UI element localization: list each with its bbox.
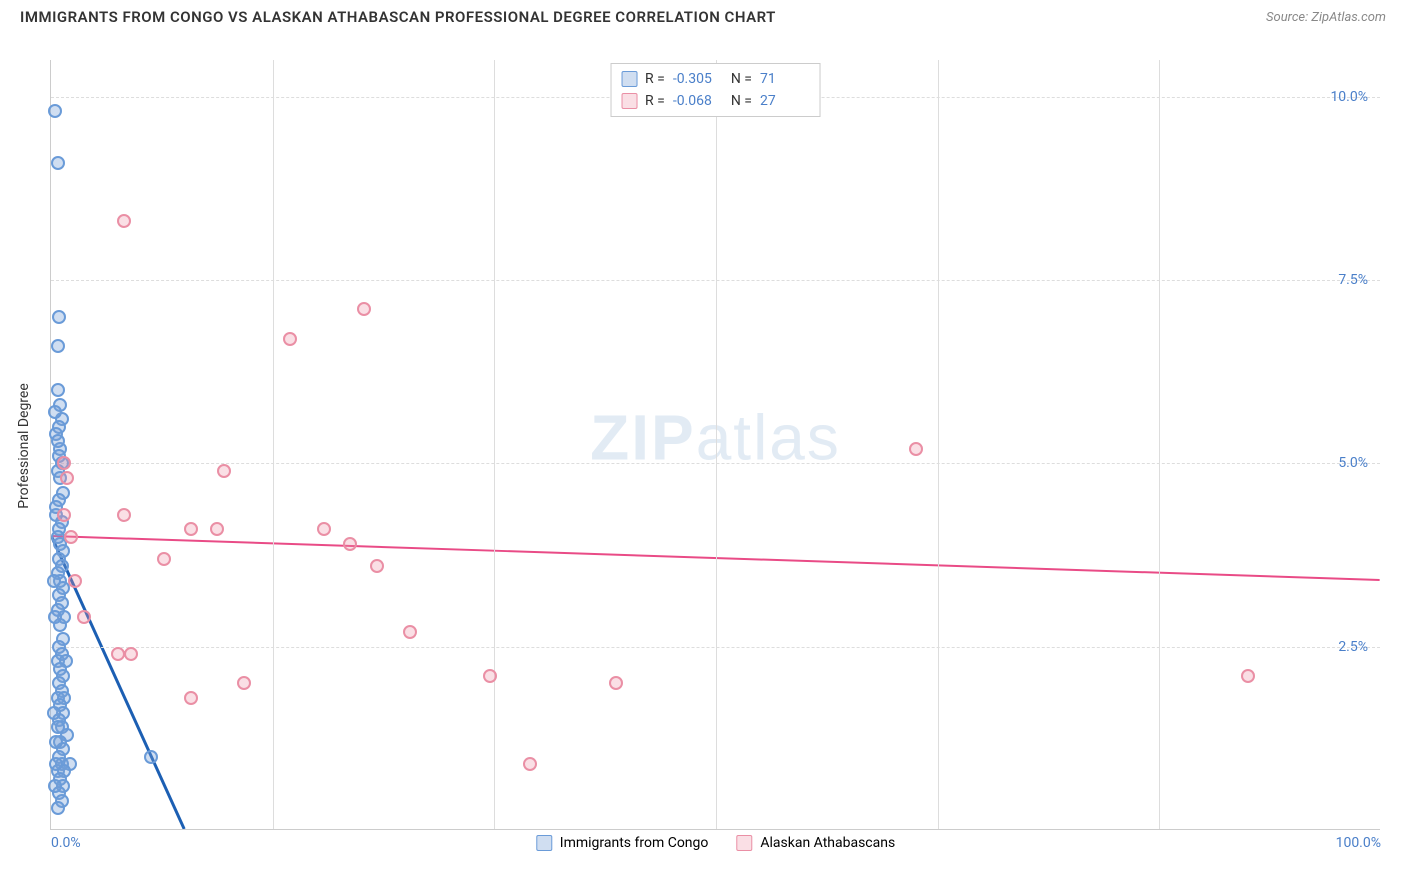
scatter-point: [317, 522, 331, 536]
n-label: N =: [731, 93, 752, 109]
scatter-point: [343, 537, 357, 551]
x-tick-label: 0.0%: [51, 835, 81, 851]
gridline-v: [273, 60, 274, 829]
scatter-point: [124, 647, 138, 661]
source-label: Source: ZipAtlas.com: [1266, 10, 1386, 25]
legend-item-0: Immigrants from Congo: [536, 835, 709, 851]
chart-title: IMMIGRANTS FROM CONGO VS ALASKAN ATHABAS…: [20, 8, 776, 26]
scatter-point: [184, 522, 198, 536]
legend-item-1: Alaskan Athabascans: [736, 835, 895, 851]
scatter-point: [68, 574, 82, 588]
scatter-point: [157, 552, 171, 566]
scatter-point: [217, 464, 231, 478]
scatter-point: [51, 339, 65, 353]
scatter-point: [52, 310, 66, 324]
series-swatch-0: [621, 71, 637, 87]
plot-area: ZIPatlas R = -0.305 N = 71 R = -0.068 N …: [50, 60, 1380, 830]
scatter-point: [357, 302, 371, 316]
scatter-point: [48, 104, 62, 118]
scatter-point: [60, 471, 74, 485]
scatter-point: [49, 757, 63, 771]
y-axis-label: Professional Degree: [16, 383, 32, 509]
scatter-point: [117, 214, 131, 228]
chart-header: IMMIGRANTS FROM CONGO VS ALASKAN ATHABAS…: [20, 8, 1386, 26]
scatter-point: [51, 801, 65, 815]
y-tick-label: 2.5%: [1338, 639, 1368, 655]
scatter-point: [403, 625, 417, 639]
chart-container: IMMIGRANTS FROM CONGO VS ALASKAN ATHABAS…: [0, 0, 1406, 892]
watermark-prefix: ZIP: [590, 401, 696, 473]
scatter-point: [909, 442, 923, 456]
scatter-point: [64, 530, 78, 544]
scatter-point: [57, 508, 71, 522]
y-tick-label: 7.5%: [1338, 272, 1368, 288]
n-value-1: 27: [760, 93, 810, 109]
scatter-point: [1241, 669, 1255, 683]
gridline-v: [1159, 60, 1160, 829]
gridline-v: [716, 60, 717, 829]
y-tick-label: 5.0%: [1338, 455, 1368, 471]
scatter-point: [48, 405, 62, 419]
gridline-v: [938, 60, 939, 829]
scatter-point: [51, 434, 65, 448]
scatter-point: [47, 706, 61, 720]
series-swatch-1b: [736, 835, 752, 851]
r-value-1: -0.068: [673, 93, 723, 109]
scatter-point: [48, 610, 62, 624]
scatter-point: [210, 522, 224, 536]
scatter-point: [483, 669, 497, 683]
stats-row-1: R = -0.068 N = 27: [621, 90, 810, 112]
scatter-point: [47, 574, 61, 588]
scatter-point: [144, 750, 158, 764]
series-legend: Immigrants from Congo Alaskan Athabascan…: [536, 835, 895, 851]
series-swatch-0b: [536, 835, 552, 851]
scatter-point: [57, 456, 71, 470]
scatter-point: [117, 508, 131, 522]
scatter-point: [184, 691, 198, 705]
gridline-v: [494, 60, 495, 829]
r-value-0: -0.305: [673, 71, 723, 87]
scatter-point: [523, 757, 537, 771]
scatter-point: [370, 559, 384, 573]
scatter-point: [51, 383, 65, 397]
scatter-point: [609, 676, 623, 690]
series-swatch-1: [621, 93, 637, 109]
n-value-0: 71: [760, 71, 810, 87]
scatter-point: [283, 332, 297, 346]
watermark-suffix: atlas: [696, 401, 841, 473]
series-label-1: Alaskan Athabascans: [760, 835, 895, 851]
scatter-point: [237, 676, 251, 690]
r-label: R =: [645, 93, 665, 109]
stats-row-0: R = -0.305 N = 71: [621, 68, 810, 90]
y-tick-label: 10.0%: [1330, 89, 1368, 105]
x-tick-label: 100.0%: [1336, 835, 1381, 851]
n-label: N =: [731, 71, 752, 87]
scatter-point: [48, 779, 62, 793]
scatter-point: [111, 647, 125, 661]
stats-legend: R = -0.305 N = 71 R = -0.068 N = 27: [610, 63, 821, 117]
scatter-point: [51, 156, 65, 170]
series-label-0: Immigrants from Congo: [560, 835, 709, 851]
r-label: R =: [645, 71, 665, 87]
scatter-point: [49, 735, 63, 749]
scatter-point: [77, 610, 91, 624]
